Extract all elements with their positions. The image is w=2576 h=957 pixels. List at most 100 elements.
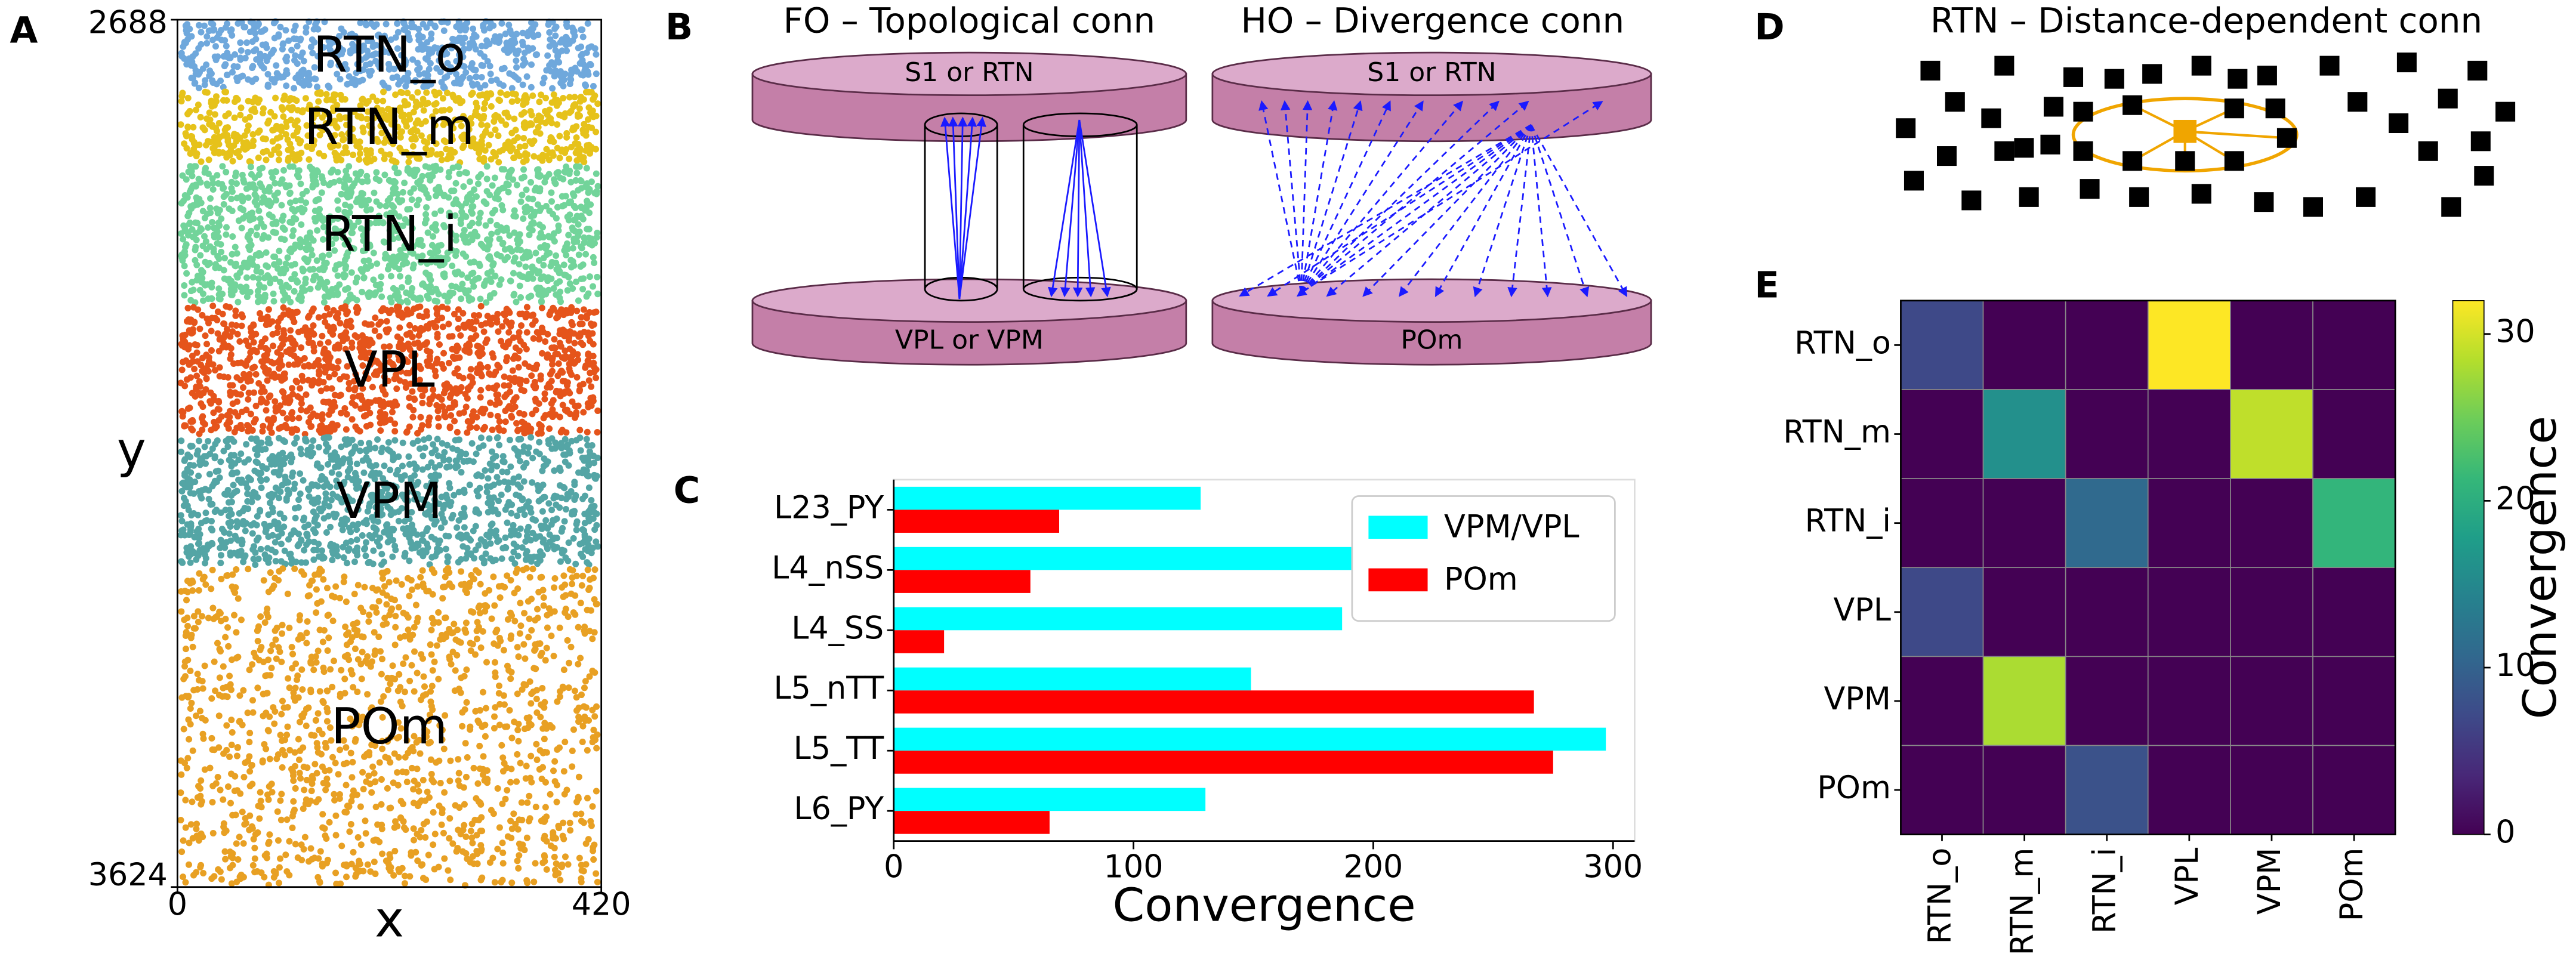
cell — [322, 120, 329, 127]
cell — [286, 189, 294, 196]
arrow — [958, 116, 977, 300]
cell — [220, 200, 227, 208]
cell — [532, 128, 539, 135]
cell — [510, 176, 517, 183]
cell — [257, 316, 264, 323]
cell — [368, 158, 375, 165]
cell — [194, 358, 201, 365]
arrow — [1434, 124, 1532, 297]
slab-top — [1211, 51, 1652, 97]
cell — [178, 517, 186, 524]
cell — [243, 39, 251, 47]
cell — [415, 26, 422, 33]
cell — [582, 251, 590, 258]
cell — [229, 188, 236, 195]
cell — [274, 533, 282, 541]
cell — [471, 312, 478, 319]
cell — [573, 169, 581, 177]
cell — [526, 363, 533, 371]
cell — [499, 458, 507, 465]
cell — [203, 39, 211, 47]
cell — [456, 170, 463, 177]
cell — [578, 178, 585, 185]
cell — [588, 402, 595, 409]
cell — [251, 363, 258, 371]
cell — [353, 69, 360, 76]
cell — [301, 355, 308, 362]
cell — [252, 371, 260, 378]
cell — [343, 121, 350, 128]
cell — [585, 226, 593, 233]
neuron — [2441, 197, 2461, 217]
cell — [228, 195, 235, 202]
cell — [181, 248, 188, 255]
cell — [335, 345, 343, 352]
cell — [292, 514, 299, 521]
cell — [584, 442, 591, 449]
cell — [443, 73, 451, 80]
neuron — [2122, 151, 2143, 171]
cell — [414, 430, 421, 437]
cell — [552, 47, 559, 54]
cell — [266, 492, 273, 499]
cell — [334, 70, 341, 78]
cell — [392, 91, 399, 98]
cell — [280, 389, 287, 396]
cell — [536, 154, 543, 161]
cell — [297, 180, 304, 187]
arrow — [1060, 119, 1081, 298]
cell — [477, 171, 485, 178]
cell — [195, 71, 202, 78]
cell — [495, 132, 502, 140]
cell — [587, 338, 594, 345]
cell — [483, 163, 490, 170]
cell — [482, 82, 489, 89]
cell — [206, 67, 214, 75]
cell — [272, 275, 279, 282]
cell — [269, 505, 276, 512]
cell — [484, 363, 491, 371]
cell — [433, 310, 440, 317]
cell — [446, 423, 454, 430]
cell — [263, 407, 270, 414]
cell — [350, 152, 357, 159]
cell — [579, 215, 587, 223]
cell — [223, 72, 230, 79]
cell — [306, 156, 313, 163]
cell — [208, 347, 215, 354]
cell — [316, 377, 323, 384]
cell — [288, 47, 295, 54]
cell — [406, 423, 413, 430]
cell — [266, 117, 273, 124]
cell — [272, 94, 279, 101]
cell — [184, 124, 192, 131]
cell — [483, 336, 490, 343]
cell — [502, 344, 509, 351]
cell — [270, 298, 277, 305]
cell — [207, 195, 214, 202]
neuron — [2389, 113, 2409, 134]
cell — [510, 212, 517, 220]
cell — [228, 462, 235, 470]
cell — [526, 231, 533, 239]
cell — [344, 194, 351, 201]
cell — [240, 176, 247, 183]
cell — [569, 24, 576, 32]
cell — [568, 319, 575, 326]
cell — [259, 428, 266, 435]
cell — [229, 251, 236, 258]
cell — [190, 286, 197, 294]
cell — [454, 79, 461, 87]
arrow — [1300, 100, 1363, 293]
cell — [313, 167, 320, 174]
cell — [353, 304, 360, 311]
cell — [306, 82, 313, 89]
cell — [316, 371, 323, 378]
cell — [185, 345, 192, 353]
cell — [456, 436, 463, 443]
cell — [485, 370, 492, 377]
cell — [383, 318, 390, 325]
cell — [294, 308, 301, 316]
cell — [408, 196, 415, 203]
cell — [189, 427, 196, 434]
